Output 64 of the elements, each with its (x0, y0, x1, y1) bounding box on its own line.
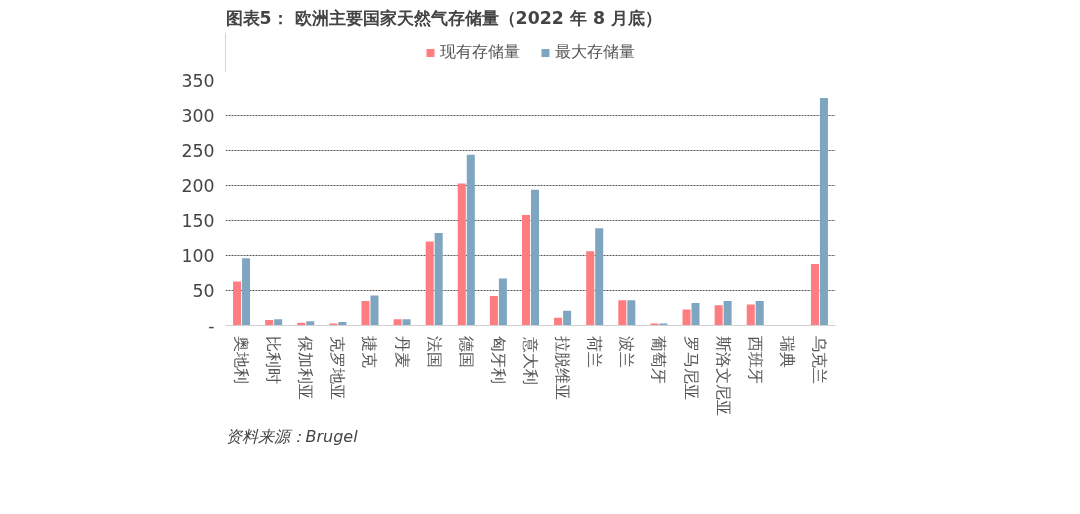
y-tick-label: 300 (181, 106, 215, 126)
bar (755, 301, 764, 326)
bar (554, 317, 563, 326)
bar (714, 305, 723, 326)
legend-label: 现有存储量 (440, 41, 520, 63)
bar (402, 319, 411, 326)
bar (242, 258, 251, 326)
bar (746, 304, 755, 326)
bar (682, 309, 691, 326)
bar (810, 263, 819, 326)
y-tick-label: 100 (181, 246, 215, 266)
x-tick-label: 意大利 (521, 335, 540, 385)
x-tick-label: 克罗地亚 (328, 336, 348, 401)
x-tick-label: 保加利亚 (296, 336, 316, 401)
bar (370, 295, 379, 326)
bar (434, 233, 443, 326)
y-tick-label: - (208, 316, 215, 336)
bar (586, 251, 595, 326)
bar (361, 301, 370, 326)
bar (233, 281, 242, 326)
x-tick-label: 斯洛文尼亚 (713, 336, 733, 417)
bar (650, 323, 659, 326)
y-tick-label: 200 (181, 176, 215, 196)
bar (466, 154, 475, 326)
bar (563, 310, 572, 326)
bar (306, 321, 315, 326)
bar (627, 300, 636, 326)
x-tick-label: 波兰 (617, 336, 637, 369)
legend-label: 最大存储量 (555, 41, 635, 63)
y-tick-label: 50 (192, 281, 215, 301)
x-tick-label: 奥地利 (232, 336, 252, 385)
x-tick-label: 葡萄牙 (649, 336, 669, 385)
bar (723, 301, 732, 326)
bar (329, 323, 338, 326)
bar (530, 189, 540, 326)
bar (274, 319, 283, 326)
bar (819, 98, 828, 326)
bar (618, 300, 627, 326)
x-tick-label: 捷克 (360, 336, 380, 369)
bar (595, 228, 604, 326)
chart-title: 图表5： 欧洲主要国家天然气存储量（2022 年 8 月底） (225, 7, 662, 28)
x-tick-label: 瑞典 (777, 336, 797, 369)
x-tick-label: 荷兰 (585, 336, 605, 369)
bar (393, 319, 402, 326)
bar (425, 241, 434, 326)
text: 资料来源：Brugel (225, 426, 359, 446)
y-tick-label: 250 (181, 141, 215, 161)
bar (457, 183, 466, 326)
y-tick-label: 150 (181, 211, 215, 231)
x-tick-label: 罗马尼亚 (681, 336, 701, 401)
x-tick-label: 德国 (456, 336, 476, 369)
x-tick-label: 乌克兰 (809, 336, 829, 385)
x-tick-label: 匈牙利 (488, 336, 508, 385)
bar (498, 278, 507, 326)
bar (521, 214, 531, 326)
bar (489, 296, 498, 326)
x-tick-label: 丹麦 (392, 336, 412, 369)
x-tick-label: 法国 (424, 336, 444, 369)
x-tick-label: 拉脱维亚 (553, 336, 573, 401)
y-tick-label: 350 (181, 71, 215, 91)
x-tick-label: 西班牙 (745, 336, 765, 385)
bar (691, 303, 700, 326)
bar (659, 323, 668, 326)
x-tick-label: 比利时 (264, 336, 284, 385)
